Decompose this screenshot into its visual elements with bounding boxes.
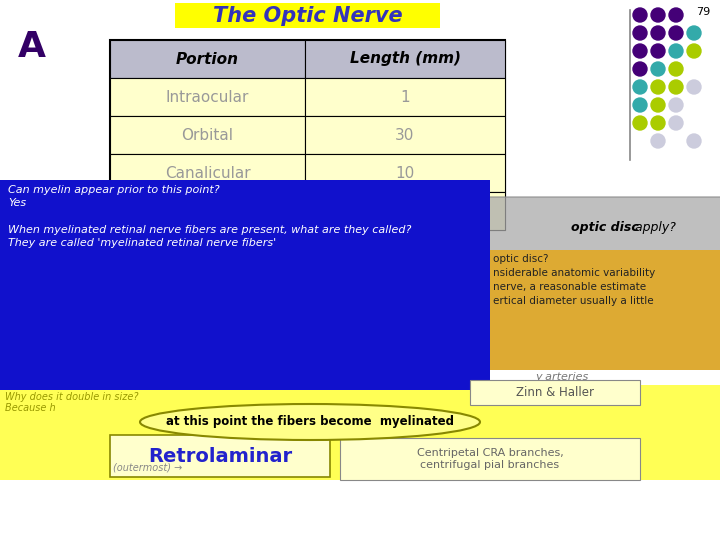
Text: 1: 1 (400, 90, 410, 105)
Text: Centripetal CRA branches,
centrifugal pial branches: Centripetal CRA branches, centrifugal pi… (417, 448, 563, 470)
Circle shape (669, 80, 683, 94)
Circle shape (651, 8, 665, 22)
FancyBboxPatch shape (470, 380, 640, 405)
Circle shape (669, 62, 683, 76)
Circle shape (651, 98, 665, 112)
Circle shape (687, 134, 701, 148)
Text: 30: 30 (395, 127, 415, 143)
Circle shape (669, 44, 683, 58)
Circle shape (633, 8, 647, 22)
Text: Can myelin appear prior to this point?
Yes

When myelinated retinal nerve fibers: Can myelin appear prior to this point? Y… (8, 185, 411, 248)
Text: A: A (18, 30, 46, 64)
Text: 10: 10 (395, 165, 415, 180)
Circle shape (651, 80, 665, 94)
FancyBboxPatch shape (110, 435, 330, 477)
Text: Retrolaminar: Retrolaminar (148, 447, 292, 465)
Circle shape (669, 8, 683, 22)
FancyBboxPatch shape (305, 116, 505, 154)
FancyBboxPatch shape (490, 250, 720, 370)
FancyBboxPatch shape (175, 3, 440, 28)
Text: Portion: Portion (176, 51, 239, 66)
Circle shape (633, 80, 647, 94)
Text: Zinn & Haller: Zinn & Haller (516, 386, 594, 399)
Text: apply?: apply? (631, 221, 675, 234)
Text: 10: 10 (395, 204, 415, 219)
FancyBboxPatch shape (0, 385, 720, 480)
Text: Because h: Because h (5, 403, 55, 413)
Circle shape (669, 26, 683, 40)
Circle shape (651, 134, 665, 148)
FancyBboxPatch shape (305, 192, 505, 230)
Circle shape (633, 116, 647, 130)
FancyBboxPatch shape (305, 78, 505, 116)
Text: Why does it double in size?: Why does it double in size? (5, 392, 138, 402)
Circle shape (651, 116, 665, 130)
Circle shape (669, 98, 683, 112)
Text: Intraocular: Intraocular (166, 90, 249, 105)
Circle shape (633, 98, 647, 112)
Text: Length (mm): Length (mm) (349, 51, 461, 66)
FancyBboxPatch shape (305, 154, 505, 192)
Ellipse shape (140, 404, 480, 440)
Circle shape (687, 26, 701, 40)
Text: The Optic Nerve: The Optic Nerve (212, 5, 402, 25)
Text: Canalicular: Canalicular (165, 165, 251, 180)
FancyBboxPatch shape (110, 154, 305, 192)
Text: optic disc: optic disc (571, 221, 639, 234)
Circle shape (633, 26, 647, 40)
Circle shape (687, 44, 701, 58)
FancyBboxPatch shape (340, 438, 640, 480)
FancyBboxPatch shape (110, 116, 305, 154)
Text: y arteries: y arteries (535, 372, 588, 382)
Text: Orbital: Orbital (181, 127, 233, 143)
Text: ortions. What are they?: ortions. What are they? (500, 272, 631, 282)
FancyBboxPatch shape (110, 40, 305, 78)
Circle shape (633, 44, 647, 58)
Circle shape (669, 116, 683, 130)
FancyBboxPatch shape (110, 78, 305, 116)
Circle shape (651, 44, 665, 58)
Circle shape (651, 26, 665, 40)
FancyBboxPatch shape (482, 197, 720, 258)
Text: Intracranial: Intracranial (163, 204, 251, 219)
Circle shape (651, 62, 665, 76)
Text: at this point the fibers become  myelinated: at this point the fibers become myelinat… (166, 415, 454, 429)
FancyBboxPatch shape (305, 40, 505, 78)
Circle shape (633, 62, 647, 76)
FancyBboxPatch shape (0, 180, 490, 390)
Text: (outermost) →: (outermost) → (113, 462, 182, 472)
Text: 79: 79 (696, 7, 710, 17)
Circle shape (687, 80, 701, 94)
FancyBboxPatch shape (110, 192, 305, 230)
Text: optic disc?
nsiderable anatomic variability
nerve, a reasonable estimate
ertical: optic disc? nsiderable anatomic variabil… (493, 254, 655, 306)
